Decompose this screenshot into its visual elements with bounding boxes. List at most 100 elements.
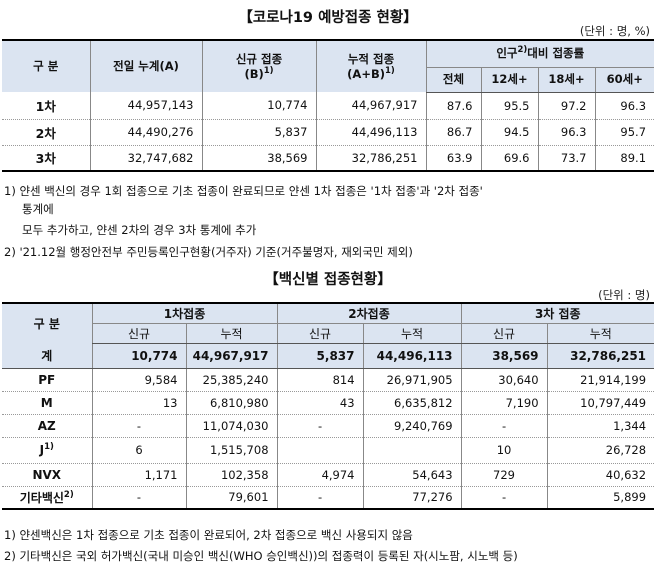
cell-rate-all: 86.7 [425, 118, 481, 145]
header-dose1: 1차접종 [91, 303, 278, 324]
cell-rate-12plus: 95.5 [480, 92, 538, 119]
cell-rate-12plus: 94.5 [480, 118, 538, 145]
cell-rate-all: 63.9 [425, 144, 481, 171]
row-label: 2차 [2, 118, 90, 145]
header-cumulative: 누적 [546, 323, 655, 344]
header-new-code: (B) [244, 66, 264, 81]
header-cumulative: 누적 [185, 323, 278, 344]
vaccine-label: AZ [2, 414, 92, 438]
cell-d1-new: 9,584 [91, 368, 186, 392]
header-rate-suffix: 대비 접종률 [527, 46, 585, 61]
cell-d1-new: 1,171 [91, 463, 186, 487]
cell-d3-new: 10 [460, 437, 548, 464]
footnote-janssen-cont1: 통계에 [22, 202, 54, 216]
header-cum-doses: 누적 접종 (A+B)1) [315, 40, 426, 92]
cell-d2-new: - [276, 486, 364, 509]
vaccine-type-title: 【백신별 접종현황】 [264, 272, 392, 288]
unit-label-percent: (단위 : 명, %) [579, 24, 650, 38]
cell-d2-cum: 6,635,812 [362, 391, 462, 415]
cell-rate-60plus: 96.3 [594, 92, 655, 119]
cell-d1-cum: 25,385,240 [185, 368, 278, 392]
cell-d2-new: 4,974 [276, 463, 364, 487]
cell-rate-all: 87.6 [425, 92, 481, 119]
cell-d2-cum [362, 437, 462, 464]
cell-d1-new: - [91, 486, 186, 509]
cell-d3-cum: 26,728 [546, 437, 655, 464]
cell-d2-new: - [276, 414, 364, 438]
vaccine-label: PF [2, 368, 92, 392]
header-new-line2: (B)1) [203, 66, 316, 82]
total-row: 계 10,774 44,967,917 5,837 44,496,113 38,… [2, 343, 655, 369]
cell-d3-cum: 10,797,449 [546, 391, 655, 415]
cell-rate-18plus: 73.7 [537, 144, 595, 171]
total-d3-cum: 32,786,251 [546, 343, 655, 369]
total-d1-new: 10,774 [91, 343, 186, 369]
row-label: 1차 [35, 98, 56, 114]
header-new-line1: 신규 접종 [235, 51, 283, 66]
footnote-marker: 2) [63, 489, 74, 500]
vaccine-label: 기타백신2) [2, 486, 92, 509]
vaccine-type-table: 구 분 1차접종 2차접종 3차 접종 신규 누적 신규 누적 신규 누적 계 … [2, 302, 655, 510]
table-row: J1) 6 1,515,708 10 26,728 [2, 437, 655, 464]
total-d2-new: 5,837 [276, 343, 364, 369]
cell-d2-cum: 54,643 [362, 463, 462, 487]
table-row: AZ - 11,074,030 - 9,240,769 - 1,344 [2, 414, 655, 438]
vaccine-name: NVX [32, 467, 62, 482]
cell-d1-cum: 79,601 [185, 486, 278, 509]
footnote-marker: 2) [517, 45, 528, 56]
cell-new: 38,569 [201, 144, 316, 171]
cell-prev-total: 44,490,276 [89, 118, 202, 145]
cell-d2-cum: 9,240,769 [362, 414, 462, 438]
cell-d2-new: 814 [276, 368, 364, 392]
footnote-marker: 1) [385, 65, 395, 76]
cell-d3-cum: 5,899 [546, 486, 655, 509]
header-dose2: 2차접종 [276, 303, 462, 324]
unit-label-people: (단위 : 명) [598, 288, 650, 302]
table-row: NVX 1,171 102,358 4,974 54,643 729 40,63… [2, 463, 655, 487]
vaccine-name: M [40, 395, 53, 410]
vaccine-name: 기타백신 [19, 490, 64, 505]
header-rate-18plus: 18세+ [537, 67, 595, 93]
header-cum-line2: (A+B)1) [317, 65, 426, 82]
vaccine-name: J [39, 443, 45, 457]
cell-d3-new: - [460, 414, 548, 438]
header-cum-line1: 누적 접종 [347, 51, 395, 66]
table-row: PF 9,584 25,385,240 814 26,971,905 30,64… [2, 368, 655, 392]
cell-d1-cum: 11,074,030 [185, 414, 278, 438]
cell-d2-new [276, 437, 364, 464]
header-new: 신규 [276, 323, 364, 344]
total-d1-cum: 44,967,917 [185, 343, 278, 369]
cell-d3-new: 30,640 [460, 368, 548, 392]
header-cum-code: (A+B) [347, 66, 385, 81]
total-d3-new: 38,569 [460, 343, 548, 369]
cell-rate-60plus: 95.7 [594, 118, 655, 145]
header-category: 구 분 [2, 303, 92, 343]
cell-rate-18plus: 97.2 [537, 92, 595, 119]
total-d2-cum: 44,496,113 [362, 343, 462, 369]
cell-rate-12plus: 69.6 [480, 144, 538, 171]
header-new-doses: 신규 접종 (B)1) [201, 40, 316, 92]
vaccine-name: AZ [37, 418, 56, 433]
cell-d1-cum: 6,810,980 [185, 391, 278, 415]
footnote-population: 2) '21.12월 행정안전부 주민등록인구현황(거주자) 기준(거주불명자,… [4, 245, 413, 259]
header-new: 신규 [460, 323, 548, 344]
cell-prev-total: 44,957,143 [89, 92, 202, 119]
cell-d3-new: 729 [460, 463, 548, 487]
table-row: 1차 44,957,143 10,774 44,967,917 87.6 95.… [2, 92, 655, 119]
cell-rate-18plus: 96.3 [537, 118, 595, 145]
vaccination-status-table: 구 분 전일 누계(A) 신규 접종 (B)1) 누적 접종 (A+B)1) 인… [2, 39, 655, 172]
cell-cumulative: 44,496,113 [315, 118, 426, 145]
cell-d3-new: 7,190 [460, 391, 548, 415]
cell-d2-new: 43 [276, 391, 364, 415]
cell-prev-total: 32,747,682 [89, 144, 202, 171]
vaccine-label: M [2, 391, 92, 415]
table-row: 기타백신2) - 79,601 - 77,276 - 5,899 [2, 486, 655, 509]
footnote-other-vaccines: 2) 기타백신은 국외 허가백신(국내 미승인 백신(WHO 승인백신))의 접… [4, 549, 518, 563]
header-rate-60plus: 60세+ [594, 67, 655, 93]
row-label: 3차 [2, 144, 90, 171]
table-row: 2차 44,490,276 5,837 44,496,113 86.7 94.5… [2, 118, 655, 145]
header-prev-total: 전일 누계(A) [89, 40, 202, 92]
vaccine-name: PF [38, 372, 56, 387]
cell-d2-cum: 77,276 [362, 486, 462, 509]
footnote-janssen: 1) 얀센 백신의 경우 1회 접종으로 기초 접종이 완료되므로 얀센 1차 … [4, 184, 483, 198]
